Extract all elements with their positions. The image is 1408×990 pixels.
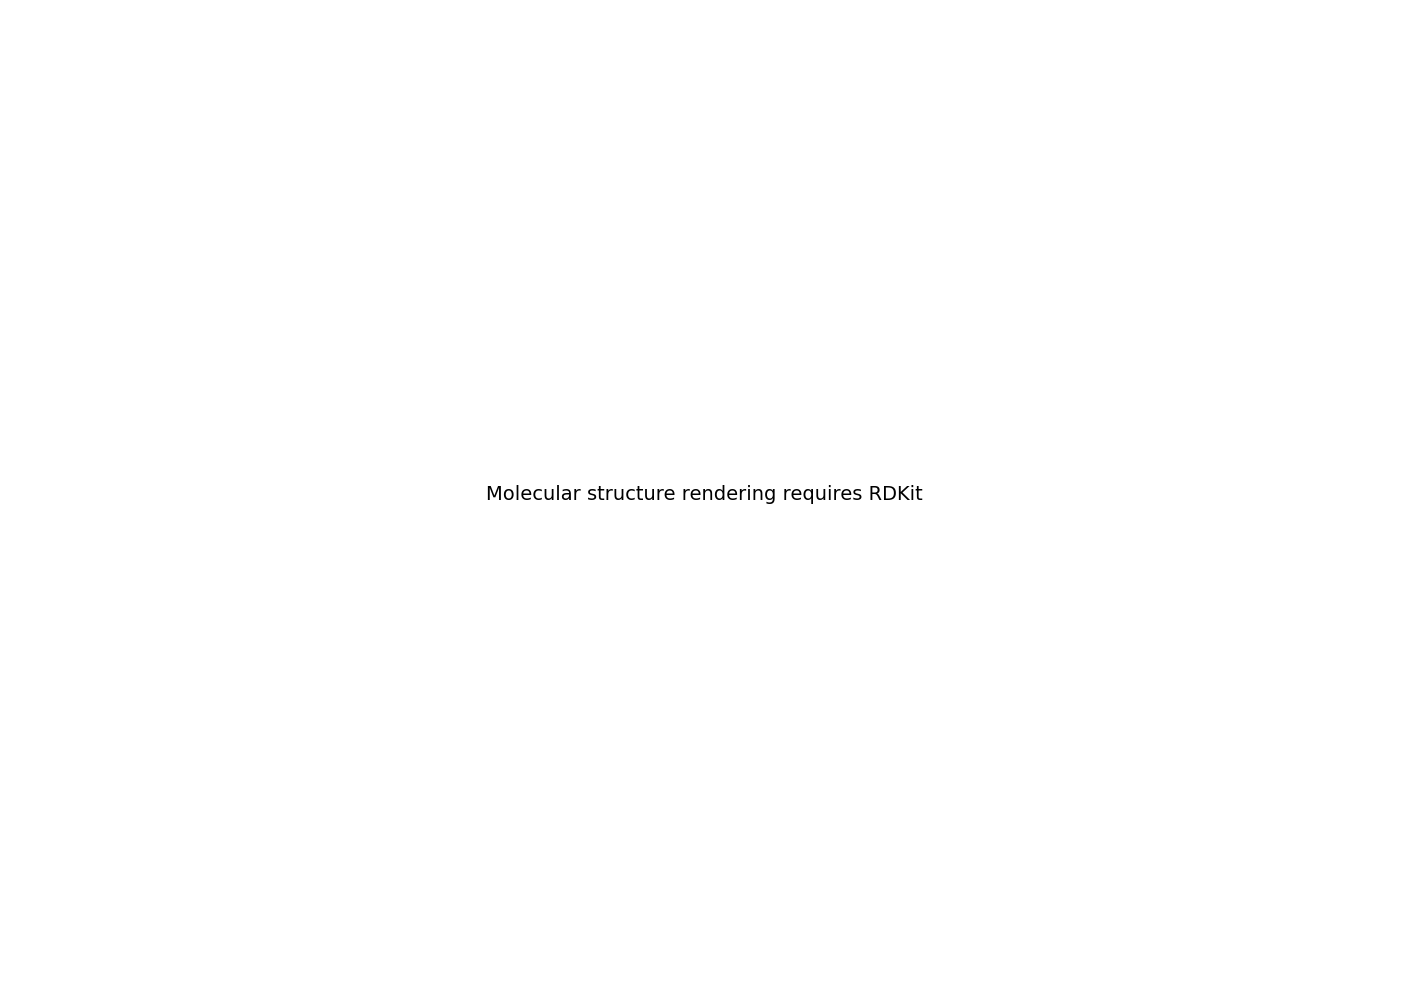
Text: Molecular structure rendering requires RDKit: Molecular structure rendering requires R… [486,485,922,505]
